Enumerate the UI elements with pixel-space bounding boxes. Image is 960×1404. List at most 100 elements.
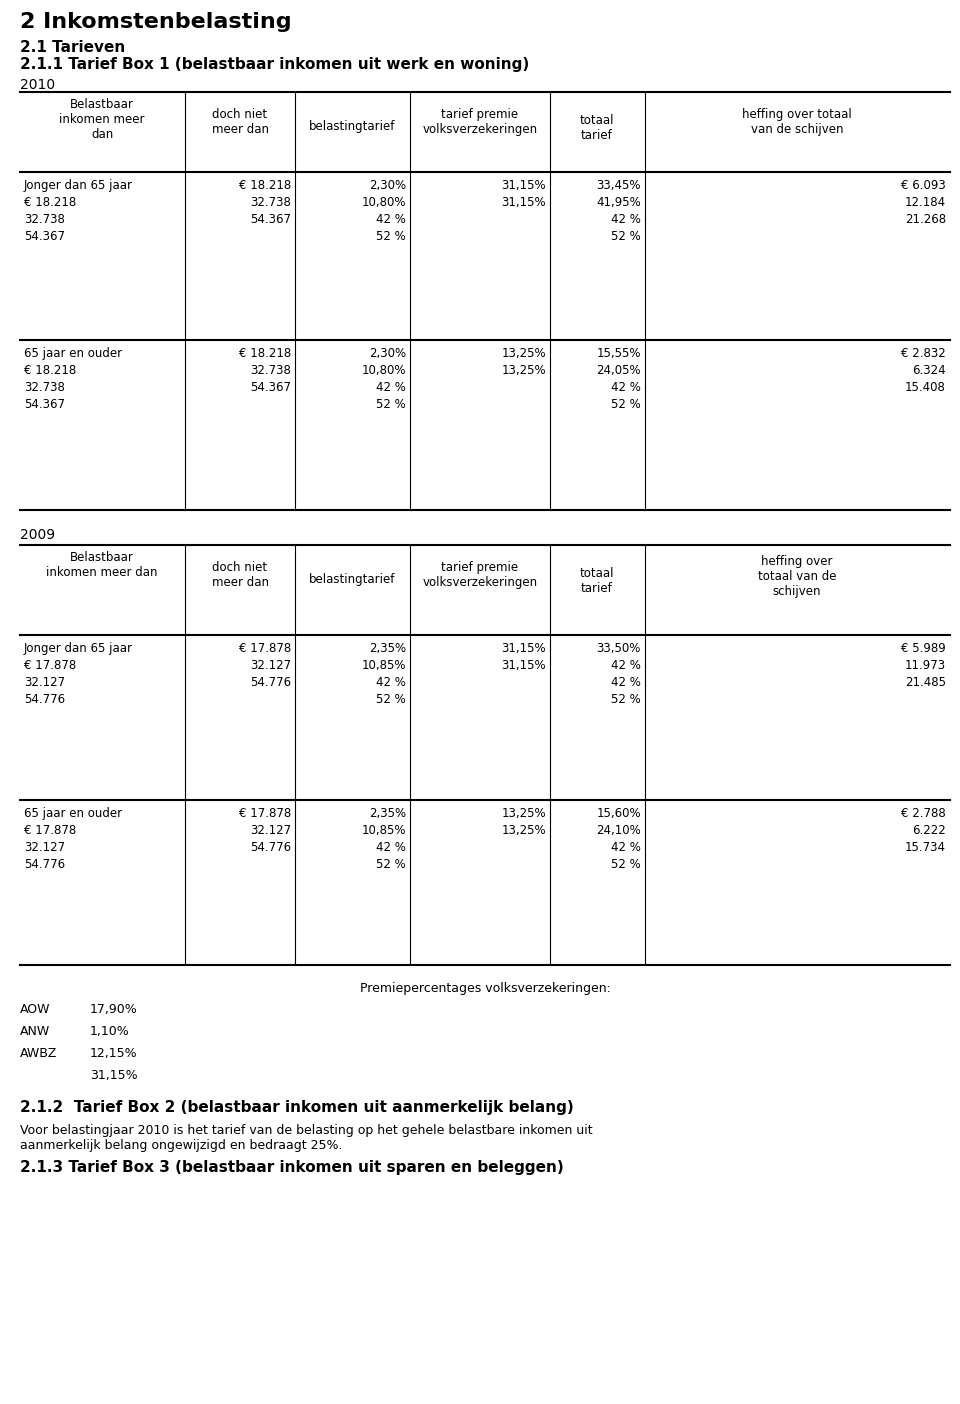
Text: 42 %: 42 % xyxy=(376,675,406,689)
Text: 32.738: 32.738 xyxy=(251,364,291,378)
Text: 31,15%: 31,15% xyxy=(501,642,546,656)
Text: 42 %: 42 % xyxy=(612,675,641,689)
Text: € 6.093: € 6.093 xyxy=(901,178,946,192)
Text: 32.127: 32.127 xyxy=(24,841,65,854)
Text: 31,15%: 31,15% xyxy=(501,197,546,209)
Text: 52 %: 52 % xyxy=(376,397,406,411)
Text: 15,60%: 15,60% xyxy=(596,807,641,820)
Text: 42 %: 42 % xyxy=(612,658,641,673)
Text: 24,05%: 24,05% xyxy=(596,364,641,378)
Text: 21.485: 21.485 xyxy=(905,675,946,689)
Text: 42 %: 42 % xyxy=(376,380,406,395)
Text: Voor belastingjaar 2010 is het tarief van de belasting op het gehele belastbare : Voor belastingjaar 2010 is het tarief va… xyxy=(20,1125,592,1137)
Text: € 2.788: € 2.788 xyxy=(901,807,946,820)
Text: 65 jaar en ouder: 65 jaar en ouder xyxy=(24,807,122,820)
Text: 42 %: 42 % xyxy=(376,213,406,226)
Text: € 17.878: € 17.878 xyxy=(239,642,291,656)
Text: 2.1.2  Tarief Box 2 (belastbaar inkomen uit aanmerkelijk belang): 2.1.2 Tarief Box 2 (belastbaar inkomen u… xyxy=(20,1099,574,1115)
Text: 21.268: 21.268 xyxy=(905,213,946,226)
Text: doch niet
meer dan: doch niet meer dan xyxy=(211,108,269,136)
Text: 12,15%: 12,15% xyxy=(90,1047,137,1060)
Text: totaal
tarief: totaal tarief xyxy=(580,114,614,142)
Text: € 17.878: € 17.878 xyxy=(24,658,76,673)
Text: 2.1.3 Tarief Box 3 (belastbaar inkomen uit sparen en beleggen): 2.1.3 Tarief Box 3 (belastbaar inkomen u… xyxy=(20,1160,564,1175)
Text: 42 %: 42 % xyxy=(612,841,641,854)
Text: 13,25%: 13,25% xyxy=(501,347,546,359)
Text: Premiepercentages volksverzekeringen:: Premiepercentages volksverzekeringen: xyxy=(360,981,611,995)
Text: 2.1.1 Tarief Box 1 (belastbaar inkomen uit werk en woning): 2.1.1 Tarief Box 1 (belastbaar inkomen u… xyxy=(20,58,529,72)
Text: 31,15%: 31,15% xyxy=(501,658,546,673)
Text: 32.127: 32.127 xyxy=(250,824,291,837)
Text: 10,80%: 10,80% xyxy=(362,197,406,209)
Text: 2,35%: 2,35% xyxy=(369,807,406,820)
Text: 42 %: 42 % xyxy=(376,841,406,854)
Text: 32.127: 32.127 xyxy=(250,658,291,673)
Text: tarief premie
volksverzekeringen: tarief premie volksverzekeringen xyxy=(422,108,538,136)
Text: 12.184: 12.184 xyxy=(905,197,946,209)
Text: 2009: 2009 xyxy=(20,528,55,542)
Text: 32.738: 32.738 xyxy=(24,213,65,226)
Text: tarief premie
volksverzekeringen: tarief premie volksverzekeringen xyxy=(422,562,538,590)
Text: 2010: 2010 xyxy=(20,79,55,93)
Text: 52 %: 52 % xyxy=(612,858,641,870)
Text: € 2.832: € 2.832 xyxy=(901,347,946,359)
Text: 2,35%: 2,35% xyxy=(369,642,406,656)
Text: 54.776: 54.776 xyxy=(24,858,65,870)
Text: 33,45%: 33,45% xyxy=(596,178,641,192)
Text: 31,15%: 31,15% xyxy=(90,1068,137,1082)
Text: € 17.878: € 17.878 xyxy=(239,807,291,820)
Text: 42 %: 42 % xyxy=(612,380,641,395)
Text: totaal
tarief: totaal tarief xyxy=(580,567,614,595)
Text: 54.776: 54.776 xyxy=(250,675,291,689)
Text: 52 %: 52 % xyxy=(612,694,641,706)
Text: 65 jaar en ouder: 65 jaar en ouder xyxy=(24,347,122,359)
Text: 54.776: 54.776 xyxy=(24,694,65,706)
Text: Jonger dan 65 jaar: Jonger dan 65 jaar xyxy=(24,642,133,656)
Text: 54.367: 54.367 xyxy=(250,213,291,226)
Text: 2,30%: 2,30% xyxy=(369,178,406,192)
Text: 2,30%: 2,30% xyxy=(369,347,406,359)
Text: 10,85%: 10,85% xyxy=(362,824,406,837)
Text: 54.776: 54.776 xyxy=(250,841,291,854)
Text: 52 %: 52 % xyxy=(376,694,406,706)
Text: 15.734: 15.734 xyxy=(905,841,946,854)
Text: 2 Inkomstenbelasting: 2 Inkomstenbelasting xyxy=(20,13,292,32)
Text: 10,85%: 10,85% xyxy=(362,658,406,673)
Text: 32.738: 32.738 xyxy=(24,380,65,395)
Text: heffing over totaal
van de schijven: heffing over totaal van de schijven xyxy=(742,108,852,136)
Text: heffing over
totaal van de
schijven: heffing over totaal van de schijven xyxy=(757,555,836,598)
Text: 54.367: 54.367 xyxy=(250,380,291,395)
Text: 11.973: 11.973 xyxy=(905,658,946,673)
Text: AWBZ: AWBZ xyxy=(20,1047,58,1060)
Text: 32.127: 32.127 xyxy=(24,675,65,689)
Text: 24,10%: 24,10% xyxy=(596,824,641,837)
Text: € 18.218: € 18.218 xyxy=(24,197,76,209)
Text: 6.222: 6.222 xyxy=(912,824,946,837)
Text: 1,10%: 1,10% xyxy=(90,1025,130,1038)
Text: € 5.989: € 5.989 xyxy=(901,642,946,656)
Text: 54.367: 54.367 xyxy=(24,397,65,411)
Text: € 18.218: € 18.218 xyxy=(239,347,291,359)
Text: 13,25%: 13,25% xyxy=(501,364,546,378)
Text: 13,25%: 13,25% xyxy=(501,824,546,837)
Text: 52 %: 52 % xyxy=(612,230,641,243)
Text: € 18.218: € 18.218 xyxy=(239,178,291,192)
Text: AOW: AOW xyxy=(20,1002,51,1016)
Text: 15.408: 15.408 xyxy=(905,380,946,395)
Text: 10,80%: 10,80% xyxy=(362,364,406,378)
Text: 33,50%: 33,50% xyxy=(596,642,641,656)
Text: ANW: ANW xyxy=(20,1025,50,1038)
Text: belastingtarief: belastingtarief xyxy=(309,573,396,585)
Text: belastingtarief: belastingtarief xyxy=(309,119,396,133)
Text: Belastbaar
inkomen meer dan: Belastbaar inkomen meer dan xyxy=(46,550,157,578)
Text: € 17.878: € 17.878 xyxy=(24,824,76,837)
Text: Jonger dan 65 jaar: Jonger dan 65 jaar xyxy=(24,178,133,192)
Text: 2.1 Tarieven: 2.1 Tarieven xyxy=(20,39,125,55)
Text: 17,90%: 17,90% xyxy=(90,1002,137,1016)
Text: 52 %: 52 % xyxy=(376,230,406,243)
Text: 13,25%: 13,25% xyxy=(501,807,546,820)
Text: 32.738: 32.738 xyxy=(251,197,291,209)
Text: 42 %: 42 % xyxy=(612,213,641,226)
Text: Belastbaar
inkomen meer
dan: Belastbaar inkomen meer dan xyxy=(60,98,145,140)
Text: doch niet
meer dan: doch niet meer dan xyxy=(211,562,269,590)
